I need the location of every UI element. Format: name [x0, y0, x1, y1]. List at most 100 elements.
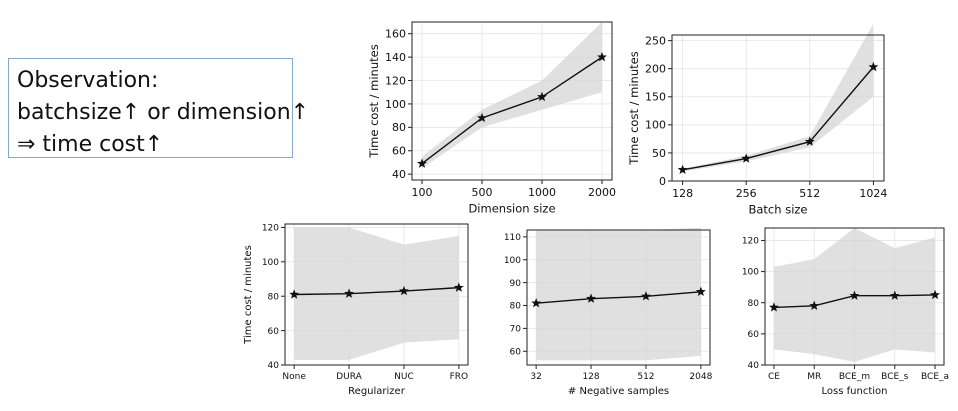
y-tick-label: 60	[510, 347, 522, 357]
x-axis-label: # Negative samples	[568, 386, 669, 397]
y-tick-label: 80	[268, 292, 280, 302]
x-tick-label: 500	[472, 186, 493, 199]
data-point-star	[741, 153, 752, 163]
data-point-star	[849, 290, 860, 300]
x-tick-label: BCE_s	[881, 372, 908, 382]
data-point-star	[677, 164, 688, 174]
y-tick-label: 200	[645, 63, 666, 76]
x-tick-label: CE	[768, 372, 780, 382]
x-tick-label: 512	[637, 372, 654, 382]
y-axis-label: Time cost / minutes	[627, 51, 641, 165]
data-point-star	[537, 91, 547, 102]
data-point-star	[641, 291, 651, 301]
y-tick-label: 160	[385, 28, 406, 41]
plot-frame	[284, 223, 469, 366]
x-axis-label: Dimension size	[468, 202, 555, 216]
variance-band	[682, 23, 874, 172]
y-tick-label: 80	[748, 299, 760, 309]
x-tick-label: MR	[807, 372, 821, 382]
y-tick-label: 60	[392, 145, 406, 158]
plot-frame	[411, 21, 613, 181]
plot-frame	[671, 34, 885, 182]
y-tick-label: 100	[385, 98, 406, 111]
x-tick-label: 512	[799, 187, 820, 200]
x-tick-label: None	[282, 372, 306, 382]
data-point-star	[597, 51, 607, 62]
y-tick-label: 140	[385, 51, 406, 64]
x-tick-label: 128	[582, 372, 599, 382]
y-tick-label: 90	[510, 279, 522, 289]
observation-title: Observation:	[17, 68, 159, 93]
x-tick-label: 100	[412, 186, 433, 199]
y-tick-label: 100	[262, 258, 279, 268]
y-tick-label: 120	[385, 74, 406, 87]
y-tick-label: 40	[392, 168, 406, 181]
series-line	[421, 56, 603, 165]
x-tick-label: 256	[736, 187, 757, 200]
data-point-star	[477, 112, 487, 123]
y-axis-label: Time cost / minutes	[243, 245, 254, 345]
x-tick-label: NUC	[394, 372, 414, 382]
x-axis-label: Batch size	[748, 203, 807, 217]
y-tick-label: 120	[742, 237, 759, 247]
y-tick-label: 40	[748, 361, 760, 371]
y-tick-label: 0	[659, 175, 666, 188]
x-tick-label: 128	[672, 187, 693, 200]
y-tick-label: 250	[645, 34, 666, 47]
data-point-star	[289, 289, 300, 299]
y-tick-label: 80	[392, 121, 406, 134]
data-point-star	[769, 302, 779, 312]
data-point-star	[586, 293, 596, 303]
y-tick-label: 60	[268, 327, 280, 337]
data-point-star	[930, 289, 940, 300]
data-point-star	[344, 288, 354, 298]
data-point-star	[804, 136, 815, 146]
x-tick-label: BCE_a	[921, 372, 949, 382]
x-tick-label: 1000	[528, 186, 556, 199]
series-line	[682, 66, 874, 171]
data-point-star	[868, 61, 879, 72]
data-point-star	[453, 282, 464, 292]
x-tick-label: FRO	[450, 372, 469, 382]
y-tick-label: 100	[504, 256, 521, 266]
data-point-star	[889, 290, 900, 300]
variance-band	[294, 227, 459, 360]
variance-band	[536, 227, 701, 361]
y-tick-label: 40	[268, 361, 280, 371]
y-axis-label: Time cost / minutes	[367, 44, 381, 158]
y-tick-label: 70	[510, 325, 522, 335]
data-point-star	[695, 286, 706, 296]
x-axis-label: Loss function	[822, 386, 888, 397]
y-tick-label: 80	[510, 302, 522, 312]
y-tick-label: 100	[742, 268, 759, 278]
y-tick-label: 110	[504, 233, 521, 243]
y-tick-label: 60	[748, 330, 760, 340]
x-tick-label: 32	[530, 372, 541, 382]
data-point-star	[399, 285, 409, 296]
plot-frame	[526, 229, 711, 366]
y-tick-label: 120	[262, 224, 279, 234]
x-axis-label: Regularizer	[348, 386, 406, 397]
y-tick-label: 100	[645, 119, 666, 132]
observation-box: Observation: batchsize↑ or dimension↑ ⇒ …	[8, 58, 310, 158]
x-tick-label: 2000	[588, 186, 616, 199]
data-point-star	[417, 158, 427, 168]
data-point-star	[531, 298, 542, 308]
x-tick-label: 1024	[859, 187, 887, 200]
x-tick-label: BCE_m	[839, 372, 870, 382]
observation-line-batchsize: batchsize↑ or dimension↑	[17, 100, 310, 125]
y-tick-label: 150	[645, 91, 666, 104]
series-line	[294, 286, 459, 296]
x-tick-label: DURA	[336, 372, 362, 382]
data-point-star	[809, 300, 820, 311]
observation-line-timecost: ⇒ time cost↑	[17, 132, 164, 157]
y-tick-label: 50	[652, 147, 666, 160]
series-line	[536, 291, 701, 304]
variance-band	[422, 22, 602, 169]
x-tick-label: 2048	[689, 372, 712, 382]
